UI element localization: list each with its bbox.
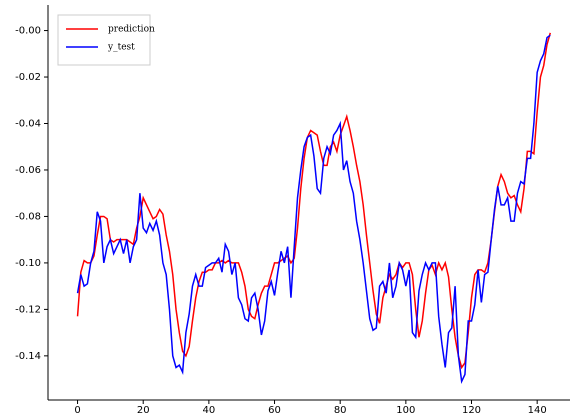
x-tick-label: 100 xyxy=(396,405,415,416)
y-tick-label: -0.06 xyxy=(15,165,41,176)
x-tick-label: 20 xyxy=(137,405,150,416)
y-tick-label: -0.10 xyxy=(15,258,41,269)
legend-label: y_test xyxy=(107,43,135,53)
x-tick-label: 80 xyxy=(334,405,347,416)
series-line xyxy=(76,32,552,370)
x-tick-label: 140 xyxy=(528,405,547,416)
y-tick-label: -0.00 xyxy=(15,26,41,37)
legend-label: prediction xyxy=(108,25,155,35)
y-tick-label: -0.08 xyxy=(15,211,41,222)
y-tick-label: -0.04 xyxy=(15,119,41,130)
x-tick-label: 120 xyxy=(462,405,481,416)
x-tick-label: 40 xyxy=(203,405,216,416)
series-line xyxy=(76,34,551,385)
y-tick-label: -0.14 xyxy=(15,351,41,362)
y-tick-label: -0.12 xyxy=(15,304,41,315)
x-tick-label: 60 xyxy=(268,405,281,416)
legend-box xyxy=(57,14,151,66)
x-tick-label: 0 xyxy=(74,405,80,416)
y-tick-label: -0.02 xyxy=(15,72,41,83)
